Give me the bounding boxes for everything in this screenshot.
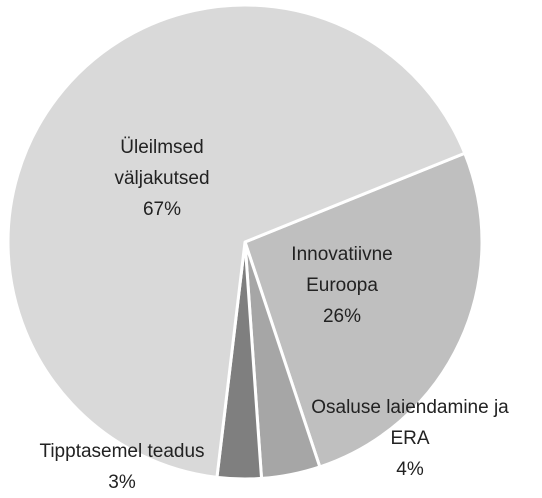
- value-label: 26%: [322, 306, 362, 327]
- value-label: 3%: [108, 472, 136, 493]
- category-label: Üleilmsed väljakutsed: [114, 137, 210, 189]
- pie-slice: [6, 3, 467, 479]
- value-label: 67%: [142, 199, 182, 220]
- pie-slice: [243, 151, 484, 469]
- slice-label: Üleilmsed väljakutsed 67%: [92, 132, 232, 225]
- slice-label: Innovatiivne Euroopa 26%: [272, 239, 412, 332]
- slice-label: Osaluse laiendamine ja ERA 4%: [292, 392, 528, 485]
- category-label: Innovatiivne Euroopa: [291, 244, 393, 296]
- value-label: 4%: [396, 459, 424, 480]
- slice-label: Tipptasemel teadus 3%: [2, 436, 242, 498]
- category-label: Tipptasemel teadus: [39, 441, 205, 462]
- category-label: Osaluse laiendamine ja ERA: [311, 397, 509, 449]
